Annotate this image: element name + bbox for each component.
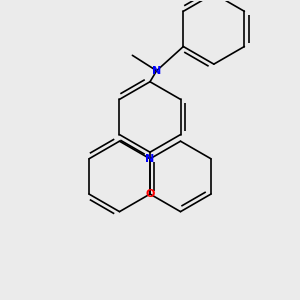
Text: O: O	[145, 189, 155, 199]
Text: N: N	[146, 154, 154, 164]
Text: N: N	[152, 66, 161, 76]
